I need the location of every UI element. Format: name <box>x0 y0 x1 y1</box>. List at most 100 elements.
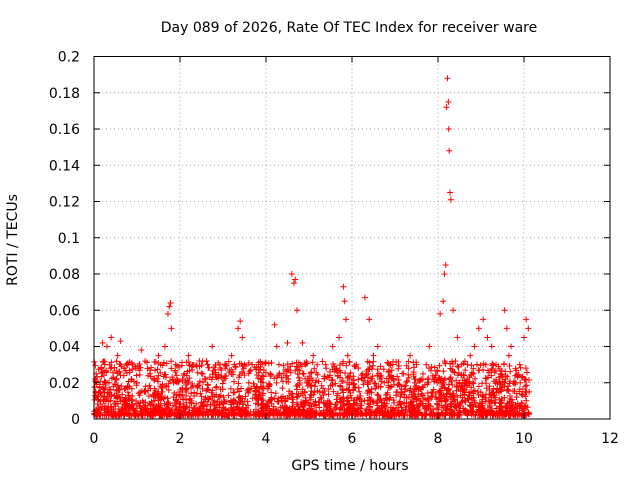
data-point <box>523 316 530 323</box>
data-point <box>164 310 171 317</box>
dense-scatter-band <box>91 358 533 419</box>
data-point <box>467 352 474 359</box>
x-axis-label: GPS time / hours <box>291 458 408 474</box>
data-point <box>166 303 173 310</box>
data-point <box>209 343 216 350</box>
data-point <box>310 352 317 359</box>
data-point <box>445 126 452 132</box>
data-point <box>215 394 222 401</box>
data-point <box>516 361 523 368</box>
data-point <box>108 334 115 341</box>
data-point <box>138 347 145 354</box>
data-point <box>284 339 291 346</box>
data-point <box>96 388 103 395</box>
data-point <box>170 379 177 386</box>
axis-ticks: 0 2 4 6 8 10 12 0 0.02 0.04 0.06 0.08 0.1 0.12 0.14 0.1… <box>49 50 619 448</box>
data-point <box>167 300 174 306</box>
y-tick-label: 0.2 <box>58 50 80 66</box>
y-tick-label: 0.18 <box>49 86 80 102</box>
data-point <box>237 318 244 325</box>
data-point <box>521 334 527 341</box>
data-point <box>432 394 439 401</box>
data-point <box>271 321 278 328</box>
data-point <box>341 298 348 305</box>
data-point <box>239 334 246 341</box>
x-tick-label: 4 <box>262 431 271 447</box>
data-point <box>177 388 183 395</box>
data-point <box>445 98 452 105</box>
data-point <box>172 361 179 368</box>
data-point <box>125 394 132 401</box>
data-point <box>110 383 117 390</box>
data-point <box>293 307 300 314</box>
data-point <box>316 388 323 395</box>
data-point <box>458 361 465 368</box>
data-point <box>241 361 248 368</box>
data-point <box>501 307 508 314</box>
data-point <box>342 316 349 323</box>
data-point <box>288 271 295 277</box>
y-tick-label: 0.06 <box>49 303 80 319</box>
y-tick-label: 0.04 <box>49 340 80 356</box>
data-point <box>181 370 188 377</box>
data-point <box>366 316 373 323</box>
y-tick-label: 0.16 <box>49 122 80 138</box>
data-point <box>303 379 310 386</box>
y-tick-label: 0.1 <box>58 231 80 247</box>
data-point <box>117 338 124 345</box>
data-point <box>228 352 235 359</box>
data-point <box>196 358 203 364</box>
data-point <box>454 334 461 341</box>
data-point <box>443 104 450 111</box>
x-tick-label: 12 <box>601 431 619 447</box>
x-tick-label: 2 <box>176 431 185 447</box>
data-point <box>245 379 252 386</box>
data-point <box>407 352 414 359</box>
data-point <box>134 379 140 386</box>
data-point <box>441 271 448 277</box>
data-point <box>503 325 510 332</box>
data-point <box>146 370 153 377</box>
y-tick-label: 0.14 <box>49 158 80 174</box>
data-point <box>329 343 336 350</box>
data-point <box>505 352 512 359</box>
dense-points <box>91 358 533 419</box>
data-point <box>258 376 265 383</box>
data-point <box>103 343 110 350</box>
data-point <box>400 370 407 377</box>
data-point <box>189 383 196 390</box>
data-point <box>444 75 451 82</box>
data-point <box>526 388 533 395</box>
data-point <box>344 352 351 359</box>
data-point <box>374 343 381 350</box>
data-point <box>155 352 162 359</box>
y-tick-label: 0 <box>71 412 80 428</box>
y-axis-label: ROTI / TECUs <box>5 194 21 286</box>
x-tick-label: 10 <box>515 431 533 447</box>
data-point <box>381 379 388 386</box>
data-point <box>222 365 229 372</box>
data-point <box>484 334 491 341</box>
data-point <box>370 352 377 359</box>
data-point <box>297 361 304 368</box>
data-point <box>488 343 495 350</box>
data-point <box>442 261 449 268</box>
data-point <box>157 361 164 368</box>
data-point <box>323 365 330 372</box>
data-point <box>419 376 426 383</box>
data-point <box>273 343 280 350</box>
data-point <box>387 361 394 368</box>
data-point <box>161 343 168 350</box>
data-point <box>142 388 149 395</box>
data-point <box>340 283 347 290</box>
data-point <box>252 388 259 395</box>
x-tick-label: 0 <box>90 431 99 447</box>
chart-title: Day 089 of 2026, Rate Of TEC Index for r… <box>161 20 537 36</box>
data-point <box>114 352 121 359</box>
data-point <box>480 316 487 323</box>
data-point <box>349 379 355 386</box>
data-point <box>493 361 500 368</box>
data-point <box>450 307 457 314</box>
data-point <box>437 310 444 317</box>
